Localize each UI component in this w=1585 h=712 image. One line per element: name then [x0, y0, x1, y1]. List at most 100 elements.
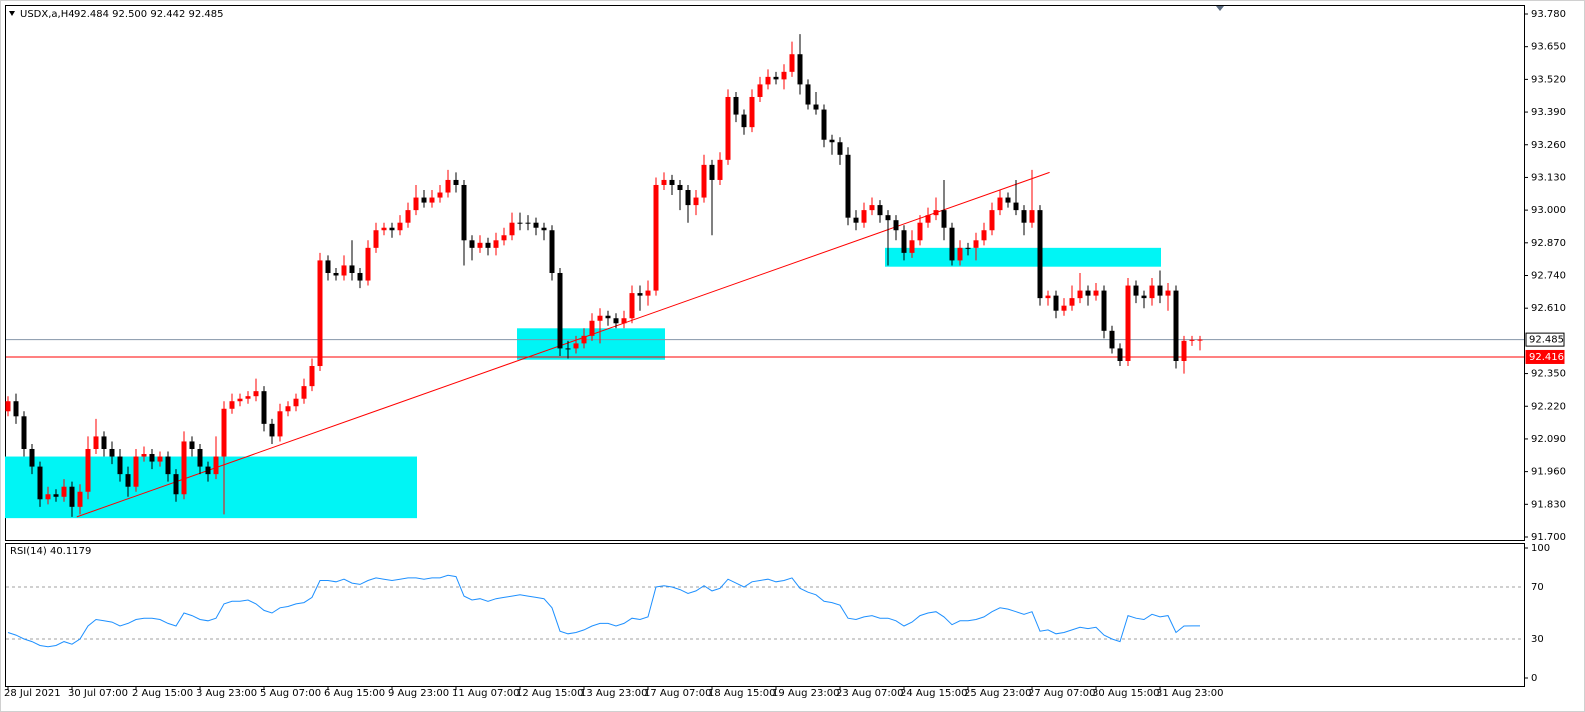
y-tick-label: 92.740 [1531, 271, 1566, 282]
plot-layer: 93.780 93.650 93.520 93.390 93.260 93.130 93.0… [4, 9, 1566, 699]
ohlc-label: 92.484 92.500 92.442 92.485 [74, 9, 224, 20]
x-tick-label: 28 Jul 2021 [4, 688, 61, 699]
rsi-pane-frame [5, 543, 1525, 687]
candle-body [589, 320, 595, 336]
candle-body [605, 315, 611, 319]
candle-body [933, 210, 939, 216]
candle-body [461, 184, 467, 241]
candle-body [397, 222, 403, 231]
candle-body [117, 456, 123, 475]
candle-body [365, 247, 371, 281]
candle-body [1149, 285, 1155, 299]
candle-body [21, 416, 27, 449]
rsi-label: RSI(14) 40.1179 [10, 546, 91, 557]
candle-body [773, 76, 779, 80]
candle-body [637, 293, 643, 296]
candle-body [1101, 290, 1107, 331]
candle-body [653, 184, 659, 291]
candle-body [37, 466, 43, 500]
candle-body [29, 448, 35, 467]
candle-body [557, 272, 563, 349]
candle-body [565, 348, 571, 350]
candle-body [349, 265, 355, 273]
candle-body [213, 456, 219, 475]
candle-body [917, 222, 923, 241]
candle-body [1093, 290, 1099, 296]
candle-body [325, 260, 331, 273]
candle-body [821, 109, 827, 140]
x-tick-label: 25 Aug 23:00 [964, 688, 1031, 699]
candle-body [1109, 330, 1115, 349]
candle-body [293, 398, 299, 407]
x-tick-label: 3 Aug 23:00 [196, 688, 257, 699]
candle-body [237, 398, 243, 402]
x-tick-label: 17 Aug 07:00 [644, 688, 711, 699]
candle-body [853, 217, 859, 223]
candle-body [1077, 290, 1083, 299]
candle-body [749, 96, 755, 128]
candle-body [189, 441, 195, 449]
candle-body [125, 474, 131, 487]
rsi-tick-label: 100 [1531, 543, 1550, 554]
x-tick-label: 9 Aug 23:00 [388, 688, 449, 699]
candle-body [333, 272, 339, 276]
candle-body [261, 391, 267, 424]
candle-body [109, 448, 115, 457]
candle-body [13, 401, 19, 417]
candle-body [709, 164, 715, 180]
candle-body [949, 227, 955, 261]
candle-body [765, 76, 771, 85]
candle-body [357, 272, 363, 281]
candle-body [1045, 295, 1051, 299]
x-tick-label: 13 Aug 23:00 [580, 688, 647, 699]
candle-body [277, 411, 283, 437]
y-tick-label: 93.130 [1531, 172, 1566, 183]
candle-body [45, 494, 51, 500]
candle-body [1141, 295, 1147, 299]
candle-body [229, 401, 235, 409]
main-pane-frame [5, 5, 1525, 541]
candle-body [1181, 340, 1187, 361]
candle-body [941, 210, 947, 228]
candle-body [925, 215, 931, 223]
y-tick-label: 93.390 [1531, 107, 1566, 118]
candle-body [1197, 339, 1203, 341]
x-tick-label: 12 Aug 15:00 [516, 688, 583, 699]
candle-body [517, 222, 523, 224]
candle-body [957, 247, 963, 261]
candle-body [797, 54, 803, 85]
candle-body [413, 197, 419, 211]
y-tick-label: 91.960 [1531, 467, 1566, 478]
candle-body [381, 227, 387, 231]
y-tick-label: 92.610 [1531, 303, 1566, 314]
x-tick-label: 24 Aug 15:00 [900, 688, 967, 699]
candle-body [733, 96, 739, 115]
trendline [76, 171, 1050, 518]
candle-body [509, 222, 515, 236]
candle-body [133, 456, 139, 487]
candle-body [85, 448, 91, 492]
candle-body [1021, 210, 1027, 223]
candle-body [373, 230, 379, 248]
candle-body [493, 240, 499, 248]
x-tick-label: 6 Aug 15:00 [324, 688, 385, 699]
candle-body [837, 142, 843, 155]
x-tick-label: 2 Aug 15:00 [132, 688, 193, 699]
candle-body [1029, 210, 1035, 223]
candle-body [181, 441, 187, 495]
candle-body [661, 179, 667, 185]
candle-body [533, 222, 539, 228]
candle-body [221, 408, 227, 457]
candle-body [965, 247, 971, 249]
candle-body [701, 164, 707, 198]
candle-body [549, 230, 555, 273]
menu-triangle[interactable] [9, 11, 15, 16]
candle-body [813, 104, 819, 110]
y-tick-label: 93.000 [1531, 205, 1566, 216]
candle-body [1005, 197, 1011, 203]
y-tick-label: 93.780 [1531, 9, 1566, 20]
candle-body [61, 486, 67, 497]
candle-body [141, 454, 147, 457]
price-label-box [1525, 349, 1565, 364]
